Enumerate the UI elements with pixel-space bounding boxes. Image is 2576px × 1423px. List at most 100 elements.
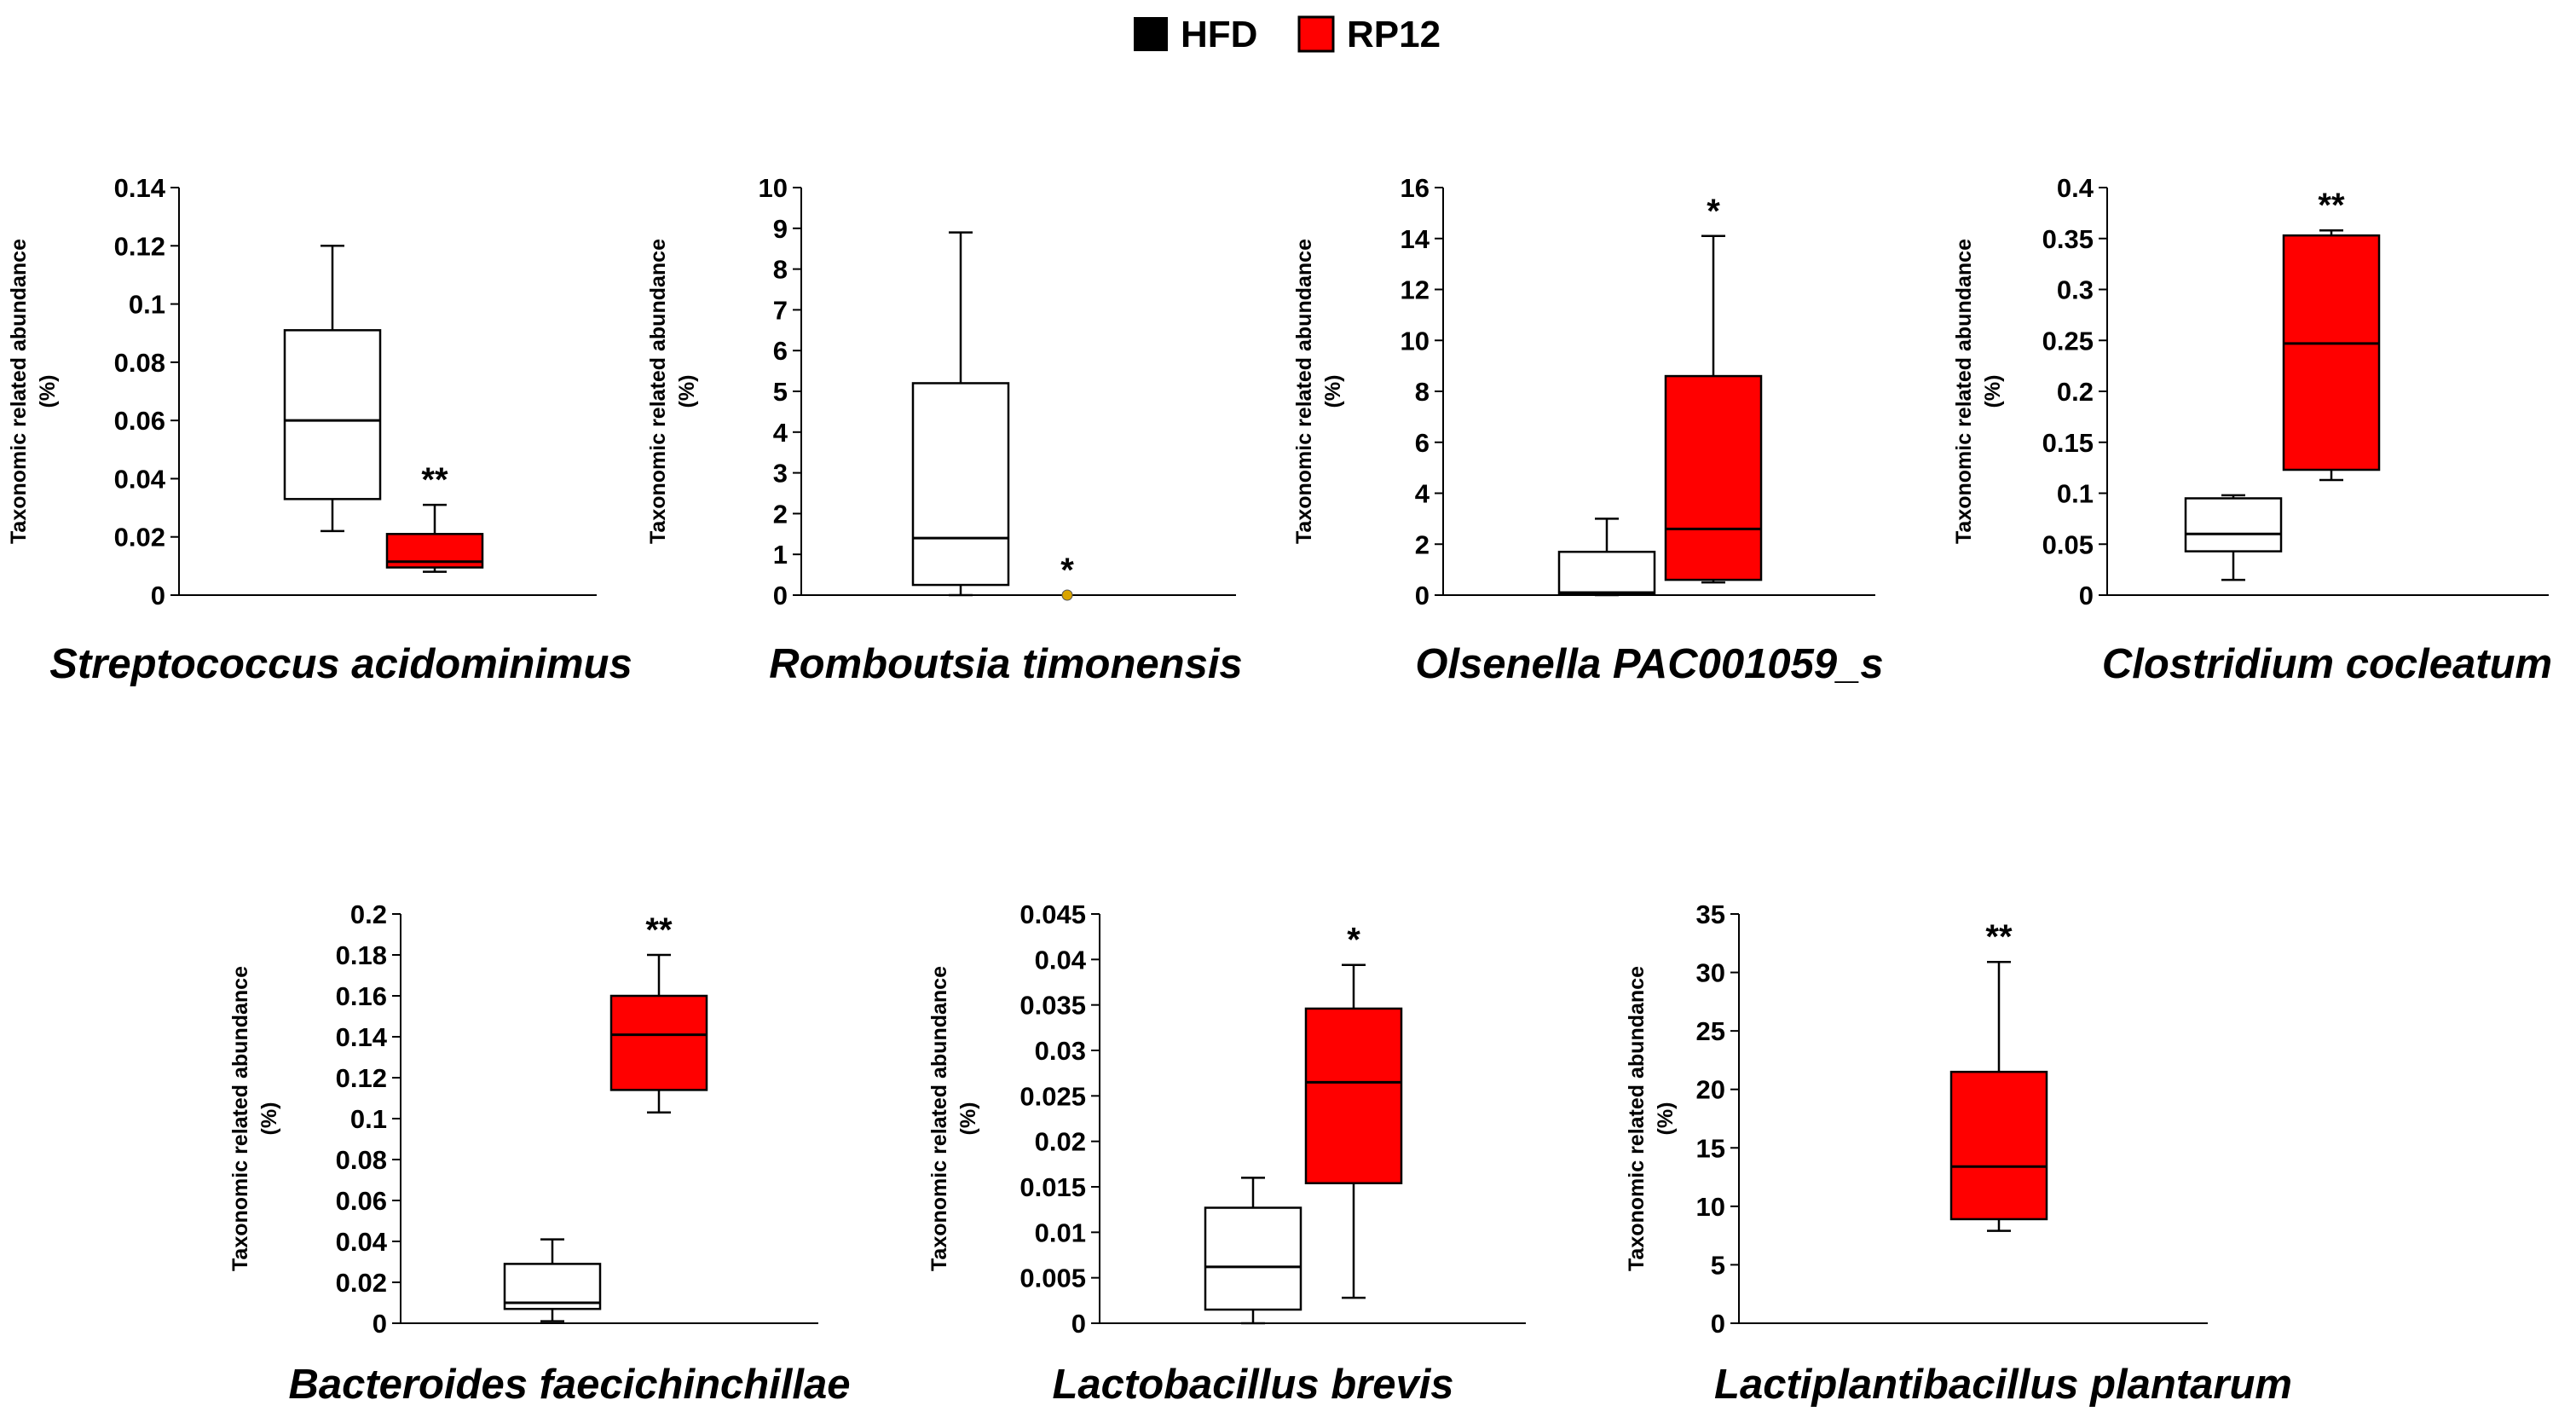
y-tick-label: 0.04 xyxy=(1035,945,1087,975)
y-axis-label-line: (%) xyxy=(956,1102,980,1136)
y-tick-label: 4 xyxy=(1415,479,1430,509)
box-hfd xyxy=(1557,550,1656,595)
chart-panel: 0 5 10 15 20 25 30 35 Taxonomic related abundanc… xyxy=(1625,899,2292,1408)
y-tick-label: 0 xyxy=(1071,1309,1086,1339)
y-tick-label: 10 xyxy=(1401,326,1430,356)
y-axis-label: Taxonomic related abundance (%) xyxy=(1952,239,2005,544)
y-tick-label: 0.02 xyxy=(336,1268,387,1298)
y-axis-label: Taxonomic related abundance (%) xyxy=(1625,966,1678,1271)
y-tick-label: 35 xyxy=(1696,899,1725,929)
significance-marker: * xyxy=(1060,552,1074,589)
y-tick-label: 4 xyxy=(773,418,788,448)
significance-marker: ** xyxy=(1985,918,2013,956)
y-tick-label: 1 xyxy=(773,540,788,570)
y-axis-label-line: (%) xyxy=(257,1102,281,1136)
y-axis-label: Taxonomic related abundance (%) xyxy=(228,966,281,1271)
significance-marker: * xyxy=(1707,193,1720,230)
y-axis-label-line: (%) xyxy=(1981,375,2005,408)
y-tick-label: 0.16 xyxy=(336,981,387,1011)
y-tick-label: 0 xyxy=(151,581,165,610)
significance-marker: ** xyxy=(2318,187,2345,224)
y-tick-label: 5 xyxy=(773,377,788,407)
y-tick-label: 0 xyxy=(1711,1309,1725,1339)
box-rp12 xyxy=(1304,1007,1403,1184)
y-tick-label: 0.015 xyxy=(1019,1172,1086,1202)
chart-title: Lactiplantibacillus plantarum xyxy=(1714,1362,2292,1408)
y-tick-label: 0.2 xyxy=(350,899,387,929)
y-tick-label: 0.15 xyxy=(2042,428,2094,458)
y-tick-label: 0.02 xyxy=(1035,1127,1086,1157)
y-tick-label: 0.1 xyxy=(129,290,165,320)
y-axis-label-line: Taxonomic related abundance xyxy=(927,966,951,1271)
y-axis-label-line: Taxonomic related abundance xyxy=(1292,239,1316,544)
y-tick-label: 10 xyxy=(1696,1192,1725,1222)
chart-title: Streptococcus acidominimus xyxy=(49,641,632,687)
y-tick-label: 0.14 xyxy=(114,173,166,203)
y-tick-label: 0.045 xyxy=(1019,899,1086,929)
y-tick-label: 0.1 xyxy=(350,1104,387,1134)
y-tick-label: 5 xyxy=(1711,1250,1725,1280)
y-tick-label: 0.14 xyxy=(336,1022,388,1052)
y-axis-label: Taxonomic related abundance (%) xyxy=(1292,239,1345,544)
chart-panel: 0 0.005 0.01 0.015 0.02 0.025 0.03 0.035 0.04 0.0… xyxy=(927,899,1526,1408)
y-tick-label: 0 xyxy=(1415,581,1430,610)
y-tick-label: 0.2 xyxy=(2057,377,2094,407)
y-tick-label: 0.25 xyxy=(2042,326,2094,356)
y-tick-label: 0.03 xyxy=(1035,1036,1086,1066)
y-tick-label: 15 xyxy=(1696,1133,1725,1163)
y-tick-label: 0.12 xyxy=(336,1063,387,1093)
y-tick-label: 3 xyxy=(773,459,788,489)
y-axis-label-line: (%) xyxy=(1654,1102,1678,1136)
chart-title: Bacteroides faecichinchillae xyxy=(288,1362,850,1408)
legend: HFD RP12 xyxy=(1134,14,1441,55)
box-rp12 xyxy=(1664,374,1763,581)
y-tick-label: 0 xyxy=(2079,581,2094,610)
y-tick-label: 0.01 xyxy=(1035,1218,1086,1247)
chart-panel: 0 0.02 0.04 0.06 0.08 0.1 0.12 0.14 Taxonomic re… xyxy=(7,173,632,687)
y-tick-label: 0.02 xyxy=(114,523,165,552)
y-axis-label-line: Taxonomic related abundance xyxy=(1952,239,1976,544)
box-hfd xyxy=(2184,497,2283,552)
chart-title: Lactobacillus brevis xyxy=(1052,1362,1453,1408)
y-tick-label: 0.06 xyxy=(114,406,165,436)
y-tick-label: 6 xyxy=(1415,428,1430,458)
legend-swatch-hfd xyxy=(1134,17,1168,51)
y-tick-label: 8 xyxy=(1415,377,1430,407)
y-tick-label: 30 xyxy=(1696,958,1725,988)
y-tick-label: 0.3 xyxy=(2057,275,2094,305)
y-tick-label: 8 xyxy=(773,255,788,285)
y-tick-label: 9 xyxy=(773,214,788,244)
y-tick-label: 12 xyxy=(1401,275,1430,305)
significance-marker: ** xyxy=(421,461,448,499)
significance-marker: * xyxy=(1347,922,1360,959)
y-tick-label: 0.08 xyxy=(114,348,165,378)
y-tick-label: 0.08 xyxy=(336,1145,387,1175)
y-tick-label: 20 xyxy=(1696,1075,1725,1105)
y-axis-label-line: Taxonomic related abundance xyxy=(7,239,31,544)
chart-title: Olsenella PAC001059_s xyxy=(1415,641,1883,687)
y-tick-label: 0.04 xyxy=(114,464,166,494)
y-tick-label: 25 xyxy=(1696,1016,1725,1046)
chart-panel: 0 0.02 0.04 0.06 0.08 0.1 0.12 0.14 0.16 0.18 0.2 T… xyxy=(228,899,851,1408)
y-axis-label: Taxonomic related abundance (%) xyxy=(7,239,60,544)
y-tick-label: 2 xyxy=(773,499,788,529)
legend-label-rp12: RP12 xyxy=(1347,14,1441,55)
y-tick-label: 2 xyxy=(1415,529,1430,559)
y-tick-label: 0.05 xyxy=(2042,529,2094,559)
box-hfd xyxy=(503,1263,602,1310)
y-axis-label-line: (%) xyxy=(1321,375,1345,408)
y-axis-label-line: (%) xyxy=(36,375,60,408)
y-tick-label: 0.1 xyxy=(2057,479,2094,509)
y-tick-label: 0.005 xyxy=(1019,1264,1086,1293)
legend-swatch-rp12 xyxy=(1297,15,1335,53)
y-tick-label: 0.035 xyxy=(1019,991,1086,1021)
y-axis-label-line: (%) xyxy=(675,375,699,408)
box-zero-marker xyxy=(1061,589,1073,601)
y-axis-label: Taxonomic related abundance (%) xyxy=(927,966,980,1271)
y-tick-label: 14 xyxy=(1401,224,1430,254)
y-axis-label-line: Taxonomic related abundance xyxy=(1625,966,1649,1271)
y-tick-label: 16 xyxy=(1401,173,1430,203)
y-tick-label: 0 xyxy=(373,1309,387,1339)
